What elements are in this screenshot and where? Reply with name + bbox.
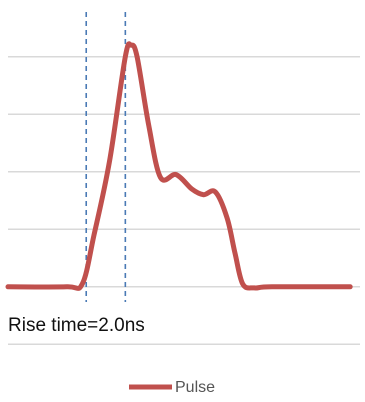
- rise-time-annotation: Rise time=2.0ns: [8, 315, 145, 336]
- rise-time-marker-lines: [85, 12, 127, 302]
- grid-lines: [8, 56, 360, 345]
- legend-label-pulse: Pulse: [175, 379, 215, 396]
- series-layer: [5, 41, 353, 291]
- series-line-pulse: [5, 41, 353, 291]
- legend: Pulse: [129, 379, 215, 396]
